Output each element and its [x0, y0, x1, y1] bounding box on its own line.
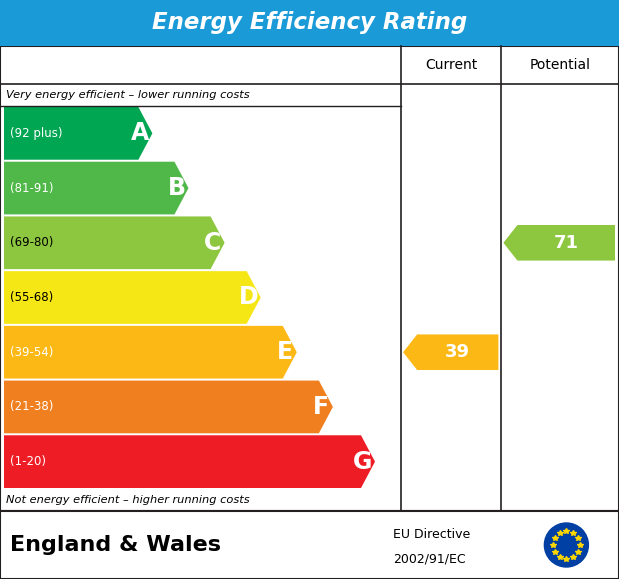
Text: Energy Efficiency Rating: Energy Efficiency Rating [152, 12, 467, 35]
Text: (81-91): (81-91) [10, 182, 53, 195]
Text: (55-68): (55-68) [10, 291, 53, 304]
Text: D: D [239, 285, 259, 310]
Text: B: B [168, 176, 186, 200]
Bar [0, 46, 619, 511]
Bar [0, 0, 619, 46]
Polygon shape [403, 335, 498, 370]
Text: 71: 71 [553, 234, 579, 252]
Polygon shape [503, 225, 615, 261]
Text: C: C [204, 231, 221, 255]
Polygon shape [4, 326, 297, 379]
Text: (21-38): (21-38) [10, 401, 53, 413]
Bar [0, 511, 619, 579]
Text: (1-20): (1-20) [10, 455, 46, 468]
Text: Very energy efficient – lower running costs: Very energy efficient – lower running co… [6, 90, 249, 100]
Polygon shape [4, 162, 188, 214]
Text: F: F [313, 395, 329, 419]
Text: England & Wales: England & Wales [10, 535, 221, 555]
Text: A: A [131, 122, 150, 145]
Polygon shape [4, 380, 333, 433]
Text: G: G [353, 450, 373, 474]
Text: (92 plus): (92 plus) [10, 127, 63, 140]
Text: EU Directive: EU Directive [393, 528, 470, 541]
Text: Current: Current [425, 58, 477, 72]
Text: 2002/91/EC: 2002/91/EC [393, 552, 465, 565]
Circle shape [544, 523, 589, 567]
Text: (69-80): (69-80) [10, 236, 53, 250]
Polygon shape [4, 435, 375, 488]
Text: 39: 39 [445, 343, 470, 361]
Text: Not energy efficient – higher running costs: Not energy efficient – higher running co… [6, 495, 249, 505]
Text: E: E [277, 340, 293, 364]
Polygon shape [4, 217, 225, 269]
Polygon shape [4, 271, 261, 324]
Text: (39-54): (39-54) [10, 346, 53, 359]
Polygon shape [4, 107, 152, 160]
Text: Potential: Potential [530, 58, 591, 72]
